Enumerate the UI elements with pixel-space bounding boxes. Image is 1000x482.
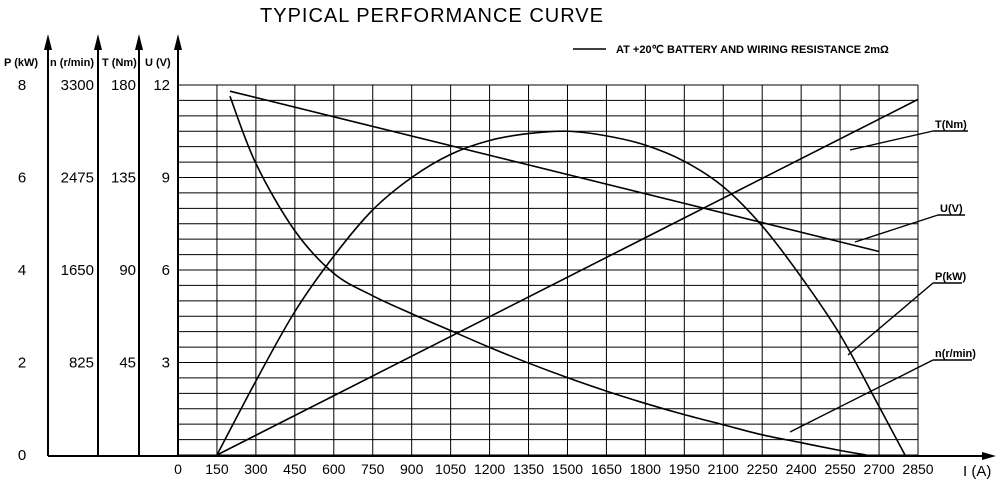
- axis-label-T: T (Nm): [102, 57, 137, 69]
- y-tick-n: 1650: [61, 262, 94, 279]
- x-tick: 750: [361, 461, 385, 477]
- curve-leader-line: [847, 282, 934, 356]
- x-tick: 300: [244, 461, 268, 477]
- x-tick: 2400: [786, 461, 817, 477]
- x-tick: 1950: [669, 461, 700, 477]
- axis-label-n: n (r/min): [50, 57, 94, 69]
- curve-labels: T(Nm) U(V) P(kW) n(r/min): [789, 119, 976, 433]
- legend-text: AT +20℃ BATTERY AND WIRING RESISTANCE 2m…: [616, 44, 889, 56]
- y-tick-T: 90: [119, 262, 136, 279]
- curve-leader-line: [789, 359, 934, 433]
- axis-label-U: U (V): [145, 57, 171, 69]
- y-tick-P: 8: [18, 77, 26, 94]
- curve-leader-line: [854, 214, 939, 243]
- y-tick-P: 4: [18, 262, 26, 279]
- y-tick-T: 45: [119, 355, 136, 372]
- curve-label-pkw: P(kW): [935, 271, 967, 283]
- y-tick-n: 3300: [61, 77, 94, 94]
- axis-arrow-n: [94, 34, 102, 50]
- x-axis-label: I (A): [963, 463, 991, 480]
- axis-label-P: P (kW): [4, 57, 38, 69]
- y-tick-P: 0: [18, 447, 26, 464]
- axis-arrow-P: [44, 34, 52, 50]
- y-tick-T: 135: [111, 170, 136, 187]
- x-tick: 1500: [552, 461, 583, 477]
- x-tick: 1350: [513, 461, 544, 477]
- y-tick-P: 6: [18, 170, 26, 187]
- x-tick: 2100: [708, 461, 739, 477]
- axis-arrow-T: [135, 34, 143, 50]
- x-tick: 1200: [474, 461, 505, 477]
- axis-arrow-U: [174, 34, 182, 50]
- curve-leader-line: [849, 130, 934, 151]
- series-tnm: [216, 98, 919, 456]
- y-tick-n: 825: [69, 355, 94, 372]
- curve-label-uv: U(V): [940, 203, 963, 215]
- x-tick: 450: [283, 461, 307, 477]
- tick-labels: 8 6 4 2 0 3300 2475 1650 825 180 135 90 45 12 9 6 3 0 150 3…: [18, 77, 934, 477]
- y-tick-P: 2: [18, 355, 26, 372]
- curve-label-nrmin: n(r/min): [935, 348, 976, 360]
- x-tick: 150: [205, 461, 229, 477]
- x-tick: 2700: [863, 461, 894, 477]
- series-nrmin: [229, 95, 867, 456]
- series-uv: [229, 90, 880, 253]
- y-tick-U: 9: [162, 170, 170, 187]
- x-tick: 2550: [825, 461, 856, 477]
- x-tick: 0: [174, 461, 182, 477]
- y-tick-U: 6: [162, 262, 170, 279]
- y-tick-U: 3: [162, 355, 170, 372]
- x-tick: 2250: [747, 461, 778, 477]
- y-tick-T: 180: [111, 77, 136, 94]
- x-axis-arrow: [982, 452, 996, 460]
- x-tick: 2850: [902, 461, 933, 477]
- x-tick: 1650: [591, 461, 622, 477]
- curve-label-tnm: T(Nm): [935, 119, 967, 131]
- x-tick: 900: [400, 461, 424, 477]
- y-tick-U: 12: [153, 77, 170, 94]
- grid: [177, 84, 919, 456]
- x-tick: 600: [322, 461, 346, 477]
- y-tick-n: 2475: [61, 170, 94, 187]
- series-pkw: [216, 130, 906, 456]
- series-group: [216, 90, 919, 456]
- x-tick: 1050: [435, 461, 466, 477]
- axes: P (kW) n (r/min) T (Nm) U (V) I (A): [4, 34, 996, 480]
- chart-title: TYPICAL PERFORMANCE CURVE: [260, 5, 604, 27]
- x-tick: 1800: [630, 461, 661, 477]
